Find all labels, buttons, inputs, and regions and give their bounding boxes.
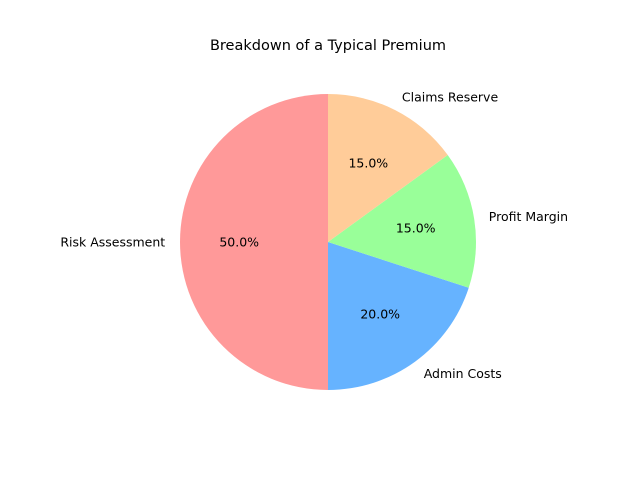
pie-slices [180,94,476,390]
pie-labels: Risk Assessment 50.0% Admin Costs 20.0% Prof… [60,89,568,381]
label-profit-margin: Profit Margin [489,209,568,224]
slice-profit-margin [328,155,476,288]
chart-title: Breakdown of a Typical Premium [210,38,446,54]
slice-admin-costs [328,242,469,390]
label-claims-reserve: Claims Reserve [402,89,499,104]
slice-risk-assessment [180,94,328,390]
percent-label-claims-reserve: 15.0% [348,155,388,170]
slice-claims-reserve [328,94,448,242]
percent-label-admin-costs: 20.0% [360,306,400,321]
percent-label-risk-assessment: 50.0% [219,235,259,250]
label-admin-costs: Admin Costs [424,366,502,381]
label-risk-assessment: Risk Assessment [60,235,165,250]
percent-label-profit-margin: 15.0% [396,221,436,236]
